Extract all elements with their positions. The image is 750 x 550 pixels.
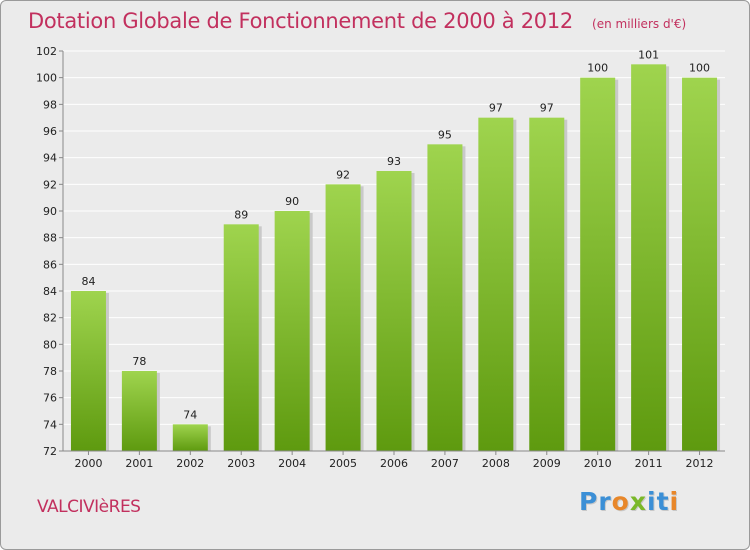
x-tick-label: 2010 xyxy=(584,457,612,470)
data-label: 89 xyxy=(234,208,248,221)
x-tick-label: 2003 xyxy=(227,457,255,470)
x-tick-label: 2002 xyxy=(176,457,204,470)
y-tick-label: 84 xyxy=(43,285,57,298)
x-tick-label: 2000 xyxy=(74,457,102,470)
title-row: Dotation Globale de Fonctionnement de 20… xyxy=(28,9,686,33)
bar xyxy=(172,424,208,451)
bar xyxy=(580,77,616,452)
x-tick-label: 2004 xyxy=(278,457,306,470)
bar xyxy=(529,117,565,452)
bar xyxy=(325,184,361,452)
y-tick-label: 92 xyxy=(43,178,57,191)
x-tick-label: 2006 xyxy=(380,457,408,470)
logo-letter: t xyxy=(656,487,670,516)
y-tick-label: 90 xyxy=(43,205,57,218)
data-label: 78 xyxy=(132,355,146,368)
y-tick-label: 100 xyxy=(36,72,57,85)
chart-subtitle: (en milliers d'€) xyxy=(592,17,687,31)
bar xyxy=(478,117,514,452)
bar xyxy=(427,144,463,452)
y-tick-label: 96 xyxy=(43,125,57,138)
x-tick-label: 2012 xyxy=(686,457,714,470)
x-tick-label: 2001 xyxy=(125,457,153,470)
y-tick-label: 94 xyxy=(43,152,57,165)
y-tick-label: 76 xyxy=(43,392,57,405)
data-label: 92 xyxy=(336,168,350,181)
bar xyxy=(274,211,310,451)
y-tick-label: 98 xyxy=(43,98,57,111)
town-name: VALCIVIèRES xyxy=(37,497,141,517)
proxiti-logo: Proxiti xyxy=(579,487,679,516)
x-tick-label: 2008 xyxy=(482,457,510,470)
y-tick-label: 74 xyxy=(43,418,57,431)
bar xyxy=(376,171,412,451)
bar xyxy=(70,291,106,451)
data-label: 74 xyxy=(183,408,197,421)
bar xyxy=(223,224,259,451)
bar xyxy=(121,371,157,451)
data-label: 97 xyxy=(540,102,554,115)
x-tick-label: 2009 xyxy=(533,457,561,470)
logo-letter: o xyxy=(611,487,630,516)
chart-title: Dotation Globale de Fonctionnement de 20… xyxy=(28,9,573,33)
y-tick-label: 82 xyxy=(43,312,57,325)
data-label: 101 xyxy=(638,48,659,61)
logo-letter: i xyxy=(647,487,657,516)
data-label: 100 xyxy=(689,62,710,75)
data-label: 90 xyxy=(285,195,299,208)
data-label: 93 xyxy=(387,155,401,168)
bar xyxy=(682,77,718,452)
x-tick-label: 2005 xyxy=(329,457,357,470)
logo-letter: x xyxy=(629,487,647,516)
x-tick-label: 2007 xyxy=(431,457,459,470)
data-label: 100 xyxy=(587,62,608,75)
logo-letter: P xyxy=(579,487,599,516)
bar xyxy=(631,64,667,452)
logo-letter: i xyxy=(669,487,680,516)
x-tick-label: 2011 xyxy=(635,457,663,470)
y-tick-label: 102 xyxy=(36,45,57,58)
data-label: 97 xyxy=(489,102,503,115)
logo-letter: r xyxy=(598,487,612,516)
y-tick-label: 78 xyxy=(43,365,57,378)
y-tick-label: 88 xyxy=(43,232,57,245)
y-tick-label: 86 xyxy=(43,258,57,271)
y-tick-label: 80 xyxy=(43,338,57,351)
y-tick-label: 72 xyxy=(43,445,57,458)
data-label: 95 xyxy=(438,128,452,141)
data-label: 84 xyxy=(81,275,95,288)
